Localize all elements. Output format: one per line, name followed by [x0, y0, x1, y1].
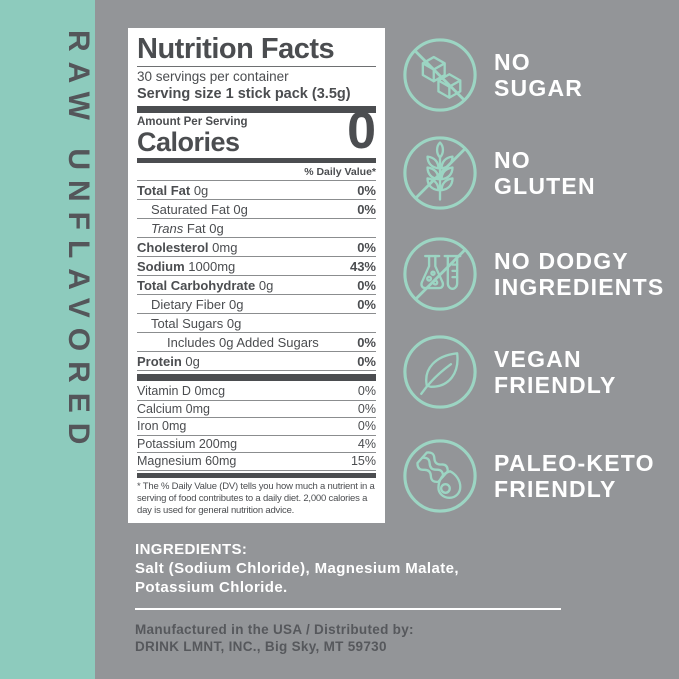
serving-size: Serving size 1 stick pack (3.5g) [137, 86, 351, 102]
vitamin-row-magnesium: Magnesium 60mg 15% [137, 453, 376, 471]
badge-label: PALEO-KETO FRIENDLY [494, 450, 655, 502]
no-gluten-icon [401, 134, 479, 212]
manufacturer-line: Manufactured in the USA / Distributed by… [135, 622, 414, 637]
vitamin-row-iron: Iron 0mg 0% [137, 418, 376, 436]
paleo-keto-friendly-icon [401, 437, 479, 515]
badge-label: VEGAN FRIENDLY [494, 346, 617, 398]
ingredients-heading: INGREDIENTS: [135, 541, 248, 558]
flavor-name-vertical-label: RAW UNFLAVORED [62, 30, 95, 455]
badge-no-dodgy-ingredients: NO DODGY INGREDIENTS [401, 235, 664, 313]
ingredients-line: Potassium Chloride. [135, 579, 288, 596]
calories-label: Calories [137, 127, 240, 157]
vitamin-row-calcium: Calcium 0mg 0% [137, 401, 376, 418]
nutrient-row-dietary-fiber: Dietary Fiber 0g 0% [137, 295, 376, 314]
thick-divider [137, 106, 376, 113]
horizontal-divider [135, 608, 561, 610]
no-dodgy-ingredients-icon [401, 235, 479, 313]
vegan-friendly-icon [401, 333, 479, 411]
no-sugar-icon [401, 36, 479, 114]
flavor-side-stripe [0, 0, 95, 679]
badge-vegan-friendly: VEGAN FRIENDLY [401, 333, 617, 411]
nutrient-row-protein: Protein 0g 0% [137, 352, 376, 371]
nutrient-row-sodium: Sodium 1000mg 43% [137, 257, 376, 276]
nutrient-row-total-fat: Total Fat 0g 0% [137, 181, 376, 200]
servings-per-container: 30 servings per container [137, 69, 289, 84]
amount-per-serving-label: Amount Per Serving [137, 116, 248, 128]
nutrition-facts-title: Nutrition Facts [137, 34, 376, 67]
badge-label: NO SUGAR [494, 49, 584, 101]
nutrient-row-cholesterol: Cholesterol 0mg 0% [137, 238, 376, 257]
manufacturer-line: DRINK LMNT, INC., Big Sky, MT 59730 [135, 639, 387, 654]
thick-divider [137, 158, 376, 163]
vitamin-row-vitamin-d: Vitamin D 0mcg 0% [137, 383, 376, 401]
badge-no-sugar: NO SUGAR [401, 36, 583, 114]
calories-block: Amount Per Serving Calories 0 [137, 105, 376, 157]
badge-label: NO GLUTEN [494, 147, 596, 199]
manufacturer-block: Manufactured in the USA / Distributed by… [135, 621, 414, 655]
ingredients-block: INGREDIENTS: Salt (Sodium Chloride), Mag… [135, 540, 459, 597]
badge-label: NO DODGY INGREDIENTS [494, 248, 665, 300]
badge-no-gluten: NO GLUTEN [401, 134, 596, 212]
thick-divider [137, 472, 376, 478]
thick-divider [137, 374, 376, 381]
nutrient-row-added-sugars: Includes 0g Added Sugars 0% [137, 333, 376, 352]
nutrient-row-total-carbohydrate: Total Carbohydrate 0g 0% [137, 276, 376, 295]
vitamin-row-potassium: Potassium 200mg 4% [137, 436, 376, 453]
nutrient-row-total-sugars: Total Sugars 0g [137, 314, 376, 333]
badge-paleo-keto-friendly: PALEO-KETO FRIENDLY [401, 437, 655, 515]
nutrient-row-trans-fat: Trans Fat 0g [137, 219, 376, 238]
calories-value: 0 [347, 102, 376, 160]
ingredients-line: Salt (Sodium Chloride), Magnesium Malate… [135, 560, 459, 577]
daily-value-header: % Daily Value* [137, 165, 376, 181]
daily-value-footnote: * The % Daily Value (DV) tells you how m… [137, 480, 375, 516]
nutrition-facts-panel: Nutrition Facts 30 servings per containe… [128, 28, 385, 523]
nutrient-row-saturated-fat: Saturated Fat 0g 0% [137, 200, 376, 219]
